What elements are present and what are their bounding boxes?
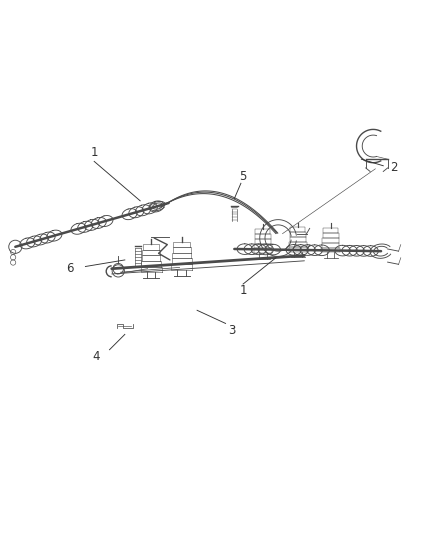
Text: 6: 6 <box>66 262 74 275</box>
Text: 2: 2 <box>390 161 398 174</box>
Text: 1: 1 <box>90 146 98 159</box>
Text: 1: 1 <box>239 284 247 297</box>
Text: 5: 5 <box>240 170 247 183</box>
Text: 3: 3 <box>229 324 236 336</box>
Text: 4: 4 <box>92 350 100 363</box>
